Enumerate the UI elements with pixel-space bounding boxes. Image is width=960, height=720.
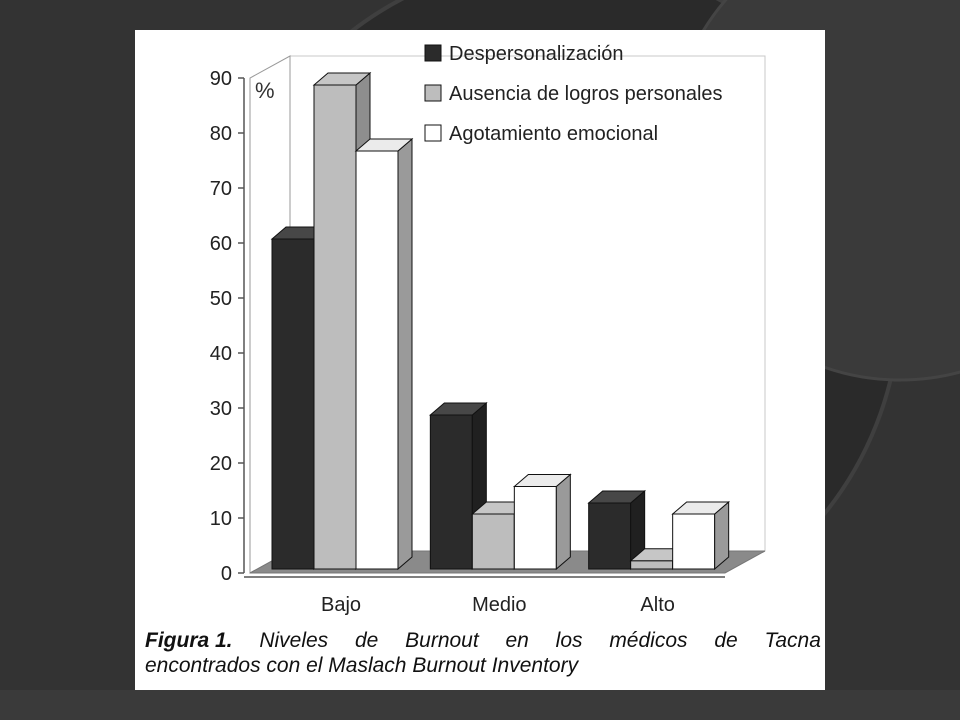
bar-front bbox=[672, 513, 716, 570]
bar-top bbox=[671, 501, 731, 515]
bar-front bbox=[588, 502, 632, 570]
bar bbox=[354, 137, 414, 571]
bar-side bbox=[397, 137, 413, 571]
bar-top bbox=[428, 402, 488, 416]
bar-front bbox=[313, 84, 357, 570]
y-tick-label: 70 bbox=[210, 178, 232, 200]
y-tick-label: 10 bbox=[210, 508, 232, 530]
legend-swatch bbox=[424, 84, 442, 102]
caption-word: médicos bbox=[609, 629, 688, 652]
y-tick-label: 60 bbox=[210, 233, 232, 255]
bar-side bbox=[555, 473, 571, 571]
legend-label: Ausencia de logros personales bbox=[449, 83, 723, 105]
y-tick-label: 40 bbox=[210, 343, 232, 365]
legend-label: Despersonalización bbox=[449, 43, 624, 65]
x-axis: Bajo Medio Alto bbox=[321, 594, 675, 616]
bar bbox=[671, 500, 731, 571]
legend-item: Despersonalización bbox=[424, 43, 624, 65]
y-axis-unit-label: % bbox=[255, 78, 275, 103]
bar-top bbox=[354, 138, 414, 152]
caption-word: los bbox=[555, 629, 583, 652]
legend: Despersonalización Ausencia de logros per… bbox=[424, 43, 723, 145]
caption-line-2: encontrados con el Maslach Burnout Inven… bbox=[145, 654, 579, 677]
caption-word: Burnout bbox=[405, 629, 479, 652]
caption-line-1: Figura 1. Niveles de Burnout en los médi… bbox=[145, 628, 821, 653]
x-category-label: Medio bbox=[472, 594, 526, 616]
y-tick-label: 80 bbox=[210, 123, 232, 145]
bar-front bbox=[513, 486, 557, 570]
x-category-label: Bajo bbox=[321, 594, 361, 616]
caption-word: Niveles bbox=[259, 629, 329, 652]
bar-top bbox=[512, 474, 572, 487]
legend-item: Ausencia de logros personales bbox=[424, 83, 723, 105]
legend-item: Agotamiento emocional bbox=[424, 123, 658, 145]
y-tick-label: 0 bbox=[221, 563, 232, 585]
figure-caption: Figura 1. Niveles de Burnout en los médi… bbox=[145, 628, 821, 678]
bar bbox=[587, 489, 647, 571]
bar-front bbox=[355, 150, 399, 570]
bar-front bbox=[429, 414, 473, 570]
y-tick-label: 20 bbox=[210, 453, 232, 475]
bars bbox=[270, 71, 731, 571]
figure-panel: 0 10 20 30 40 50 60 70 80 90 Bajo Medio Alto Desper… bbox=[135, 30, 825, 690]
y-tick-label: 90 bbox=[210, 68, 232, 90]
caption-figure-label: Figura 1. bbox=[145, 629, 233, 652]
y-tick-label: 50 bbox=[210, 288, 232, 310]
bar-top bbox=[587, 490, 647, 504]
bar bbox=[512, 473, 572, 571]
y-axis: 0 10 20 30 40 50 60 70 80 90 bbox=[210, 68, 725, 585]
x-category-label: Alto bbox=[640, 594, 674, 616]
bar-front bbox=[271, 238, 315, 570]
bar-chart: 0 10 20 30 40 50 60 70 80 90 Bajo Medio Alto Desper… bbox=[210, 43, 766, 616]
bar-front bbox=[630, 560, 674, 570]
caption-word: de bbox=[354, 629, 379, 652]
y-tick-label: 30 bbox=[210, 398, 232, 420]
caption-word: de bbox=[714, 629, 738, 652]
legend-swatch bbox=[424, 44, 442, 62]
caption-word: Tacna bbox=[764, 629, 821, 652]
legend-label: Agotamiento emocional bbox=[449, 123, 658, 145]
caption-word: en bbox=[505, 629, 529, 652]
bar-top bbox=[312, 72, 372, 86]
bar-front bbox=[471, 513, 515, 570]
legend-swatch bbox=[424, 124, 442, 142]
